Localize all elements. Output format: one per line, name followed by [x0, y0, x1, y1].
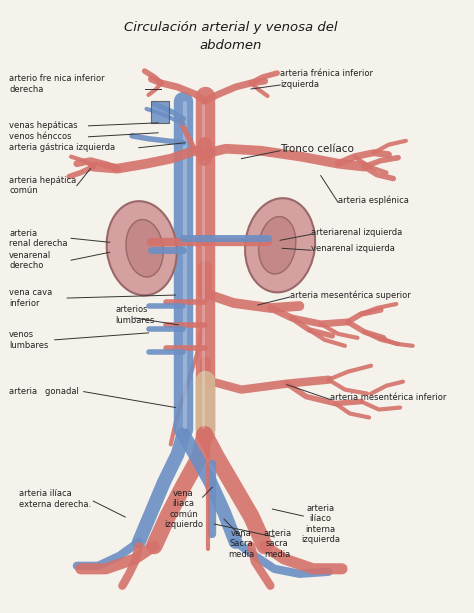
- Text: arteria hepática
común: arteria hepática común: [9, 176, 76, 196]
- Text: vena
iliaca
común
izquierdo: vena iliaca común izquierdo: [164, 489, 203, 529]
- Text: arteria ilíaca
externa derecha.: arteria ilíaca externa derecha.: [19, 489, 91, 509]
- Ellipse shape: [107, 201, 177, 295]
- Text: venarenal
derecho: venarenal derecho: [9, 251, 51, 270]
- Text: venos
lumbares: venos lumbares: [9, 330, 48, 349]
- Text: venarenal izquierda: venarenal izquierda: [311, 244, 395, 253]
- Text: abdomen: abdomen: [200, 39, 262, 52]
- Text: arteriarenal izquierda: arteriarenal izquierda: [311, 228, 402, 237]
- Ellipse shape: [258, 216, 296, 274]
- Text: venos hénccos: venos hénccos: [9, 132, 72, 141]
- Text: arteria   gonadal: arteria gonadal: [9, 387, 79, 396]
- FancyBboxPatch shape: [151, 101, 169, 123]
- Text: vena
Sacra
media: vena Sacra media: [228, 529, 255, 559]
- Text: Circulación arterial y venosa del: Circulación arterial y venosa del: [124, 21, 337, 34]
- Ellipse shape: [126, 219, 163, 277]
- Text: arteria
renal derecha: arteria renal derecha: [9, 229, 68, 248]
- Text: arteria frénica inferior
izquierda: arteria frénica inferior izquierda: [280, 69, 373, 89]
- Text: arteria mesentérica superior: arteria mesentérica superior: [290, 291, 410, 300]
- Ellipse shape: [245, 198, 315, 292]
- Text: venas hepáticas: venas hepáticas: [9, 121, 78, 131]
- Text: arteria
sacra
media: arteria sacra media: [263, 529, 291, 559]
- Text: Tronco celíaco: Tronco celíaco: [280, 143, 354, 154]
- Text: arteria gástrica izquierda: arteria gástrica izquierda: [9, 143, 115, 152]
- Text: arteria esplénica: arteria esplénica: [338, 196, 409, 205]
- Text: arteria
ilíaco
interna
izquierda: arteria ilíaco interna izquierda: [301, 504, 340, 544]
- Text: vena cava
inferior: vena cava inferior: [9, 288, 53, 308]
- Text: arterios
lumbares: arterios lumbares: [116, 305, 155, 325]
- Text: arterio fre nica inferior
derecha: arterio fre nica inferior derecha: [9, 74, 105, 94]
- Text: arteria mesentérica inferior: arteria mesentérica inferior: [330, 393, 447, 402]
